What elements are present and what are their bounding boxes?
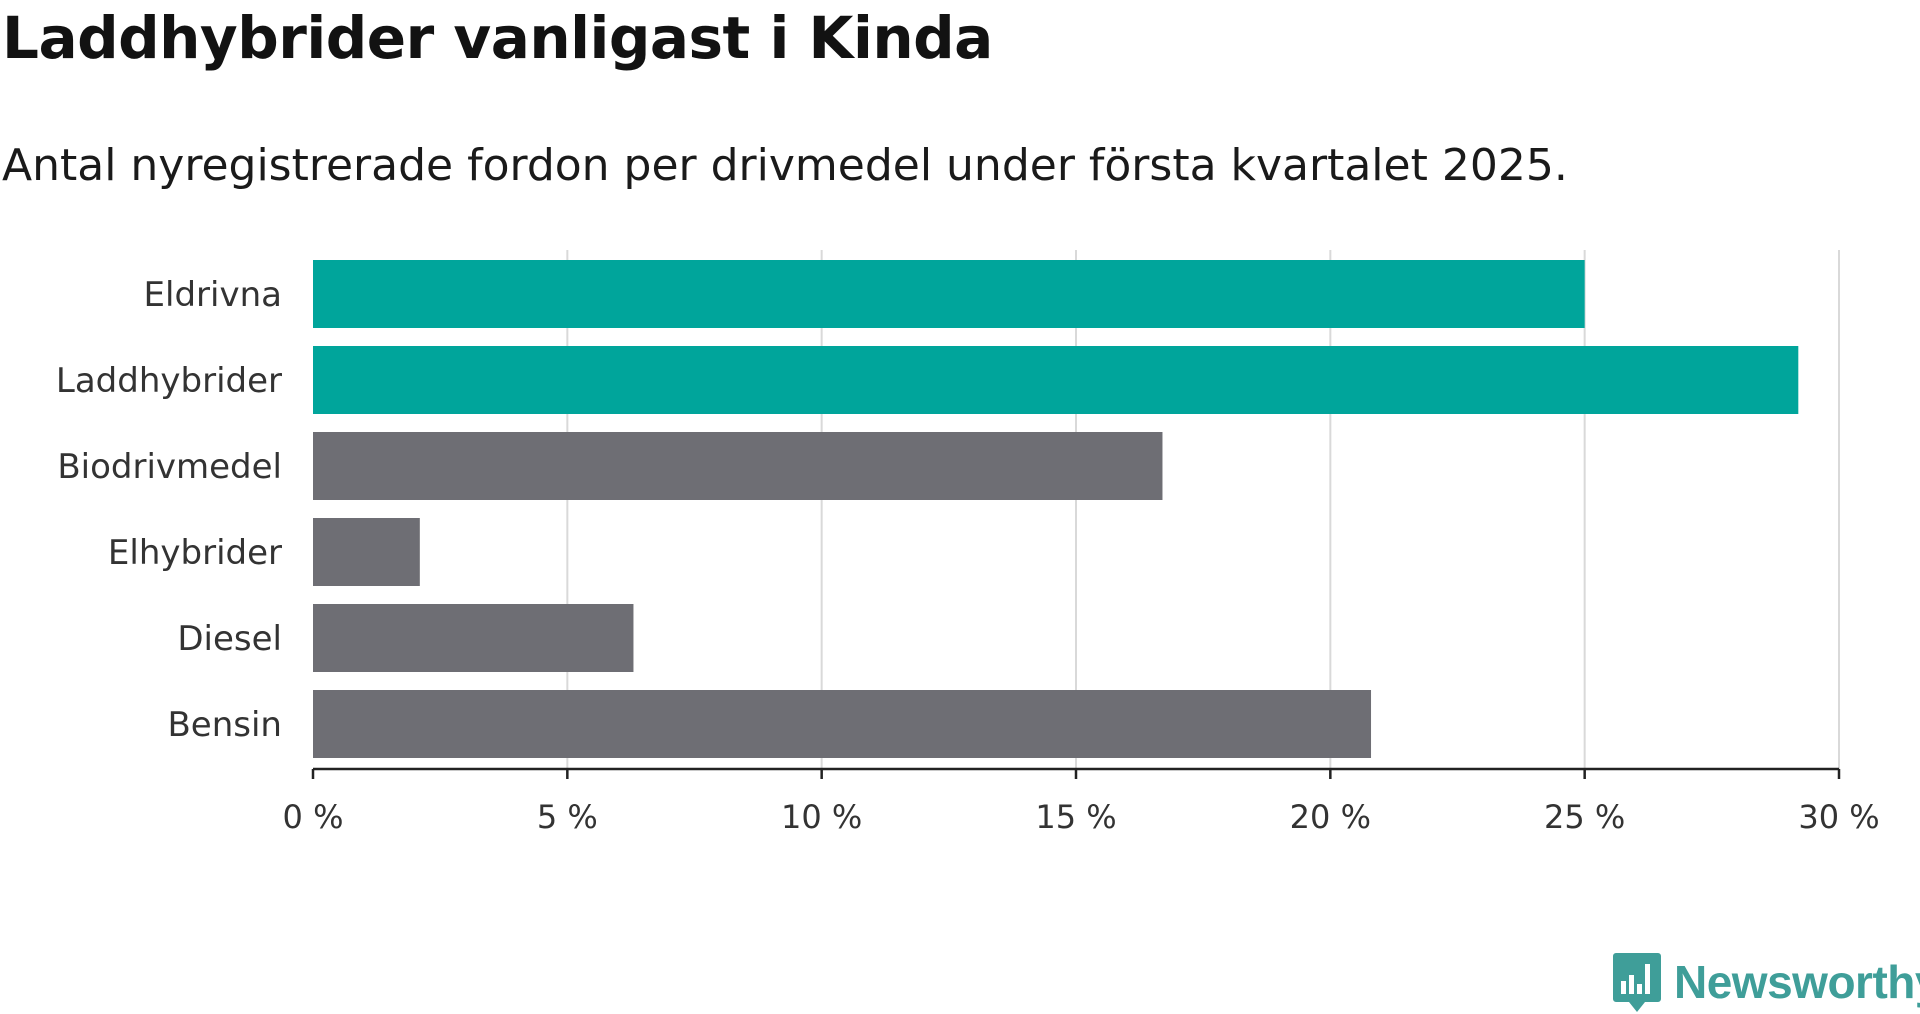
category-label: Biodrivmedel bbox=[57, 447, 282, 487]
newsworthy-bar-chart-icon bbox=[1613, 953, 1661, 1012]
x-tick-label: 20 % bbox=[1290, 798, 1371, 836]
category-labels: Eldrivna Laddhybrider Biodrivmedel Elhybrid… bbox=[56, 275, 282, 745]
category-label: Bensin bbox=[167, 705, 282, 745]
x-tick-label: 15 % bbox=[1035, 798, 1116, 836]
x-tick-label: 0 % bbox=[283, 798, 344, 836]
bar bbox=[313, 518, 420, 586]
bar bbox=[313, 690, 1372, 758]
bar bbox=[313, 432, 1163, 500]
x-axis: 0 % 5 % 10 % 15 % 20 % 25 % 30 % bbox=[283, 767, 1880, 836]
grid-lines bbox=[566, 250, 1840, 769]
bar bbox=[313, 346, 1799, 414]
category-label: Laddhybrider bbox=[56, 361, 282, 401]
bar bbox=[313, 260, 1585, 328]
chart-subtitle: Antal nyregistrerade fordon per drivmede… bbox=[2, 140, 1568, 191]
x-tick-label: 30 % bbox=[1798, 798, 1879, 836]
chart-title: Laddhybrider vanligast i Kinda bbox=[2, 4, 993, 72]
category-label: Elhybrider bbox=[108, 533, 282, 573]
category-label: Eldrivna bbox=[144, 275, 282, 315]
brand-name: Newsworthy bbox=[1674, 956, 1920, 1008]
x-tick-label: 10 % bbox=[781, 798, 862, 836]
brand-logo: Newsworthy bbox=[1612, 950, 1920, 1014]
x-tick-label: 5 % bbox=[537, 798, 598, 836]
category-label: Diesel bbox=[177, 619, 282, 659]
bars bbox=[313, 260, 1799, 758]
x-tick-label: 25 % bbox=[1544, 798, 1625, 836]
bar bbox=[313, 604, 634, 672]
